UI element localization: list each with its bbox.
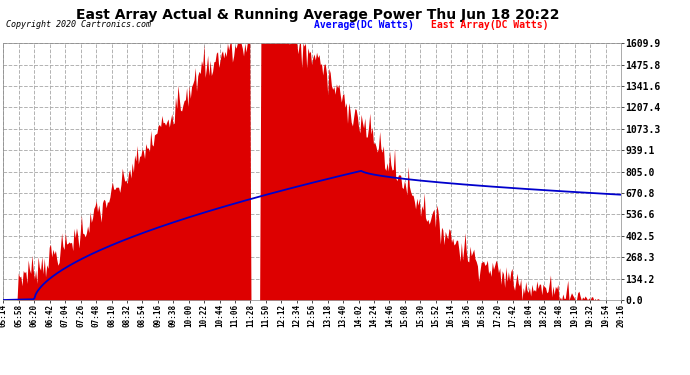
Text: East Array(DC Watts): East Array(DC Watts) [431,20,549,30]
Text: Average(DC Watts): Average(DC Watts) [314,20,414,30]
Text: Copyright 2020 Cartronics.com: Copyright 2020 Cartronics.com [6,20,150,29]
Text: East Array Actual & Running Average Power Thu Jun 18 20:22: East Array Actual & Running Average Powe… [76,8,559,22]
